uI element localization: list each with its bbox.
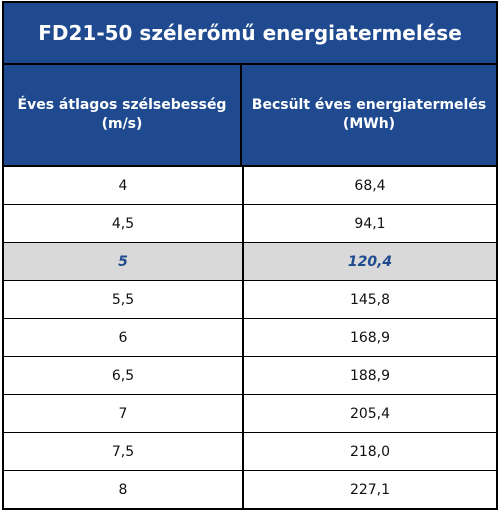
- table-body: 4 68,4 4,5 94,1 5 120,4 5,5 145,8 6 168,9 6,5 188,9…: [4, 167, 496, 508]
- table-row: 7,5 218,0: [4, 433, 496, 471]
- header-wind-speed: Éves átlagos szélsebesség (m/s): [4, 65, 242, 165]
- table-row: 8 227,1: [4, 471, 496, 508]
- cell-wind-speed: 5: [4, 243, 244, 280]
- cell-wind-speed: 4: [4, 167, 244, 204]
- cell-wind-speed: 6,5: [4, 357, 244, 394]
- cell-wind-speed: 6: [4, 319, 244, 356]
- header-energy-output: Becsült éves energiatermelés (MWh): [251, 97, 487, 132]
- table-row: 7 205,4: [4, 395, 496, 433]
- cell-wind-speed: 8: [4, 471, 244, 508]
- cell-energy-output: 188,9: [349, 367, 391, 384]
- table-row: 5 120,4: [4, 243, 496, 281]
- cell-energy-output: 94,1: [354, 215, 386, 232]
- cell-energy-output: 218,0: [349, 443, 391, 460]
- header-row: Éves átlagos szélsebesség (m/s) Becsült …: [4, 65, 496, 167]
- cell-energy-output: 227,1: [349, 481, 391, 498]
- table-row: 6 168,9: [4, 319, 496, 357]
- cell-wind-speed: 7,5: [4, 433, 244, 470]
- cell-energy-output: 205,4: [349, 405, 391, 422]
- cell-wind-speed: 4,5: [4, 205, 244, 242]
- cell-energy-output: 120,4: [347, 253, 393, 270]
- table-row: 5,5 145,8: [4, 281, 496, 319]
- cell-wind-speed: 7: [4, 395, 244, 432]
- table-row: 4,5 94,1: [4, 205, 496, 243]
- cell-energy-output: 168,9: [349, 329, 391, 346]
- cell-energy-output: 68,4: [354, 177, 386, 194]
- table-title: FD21-50 szélerőmű energiatermelése: [4, 3, 496, 65]
- table-row: 6,5 188,9: [4, 357, 496, 395]
- table-row: 4 68,4: [4, 167, 496, 205]
- cell-energy-output: 145,8: [349, 291, 391, 308]
- cell-wind-speed: 5,5: [4, 281, 244, 318]
